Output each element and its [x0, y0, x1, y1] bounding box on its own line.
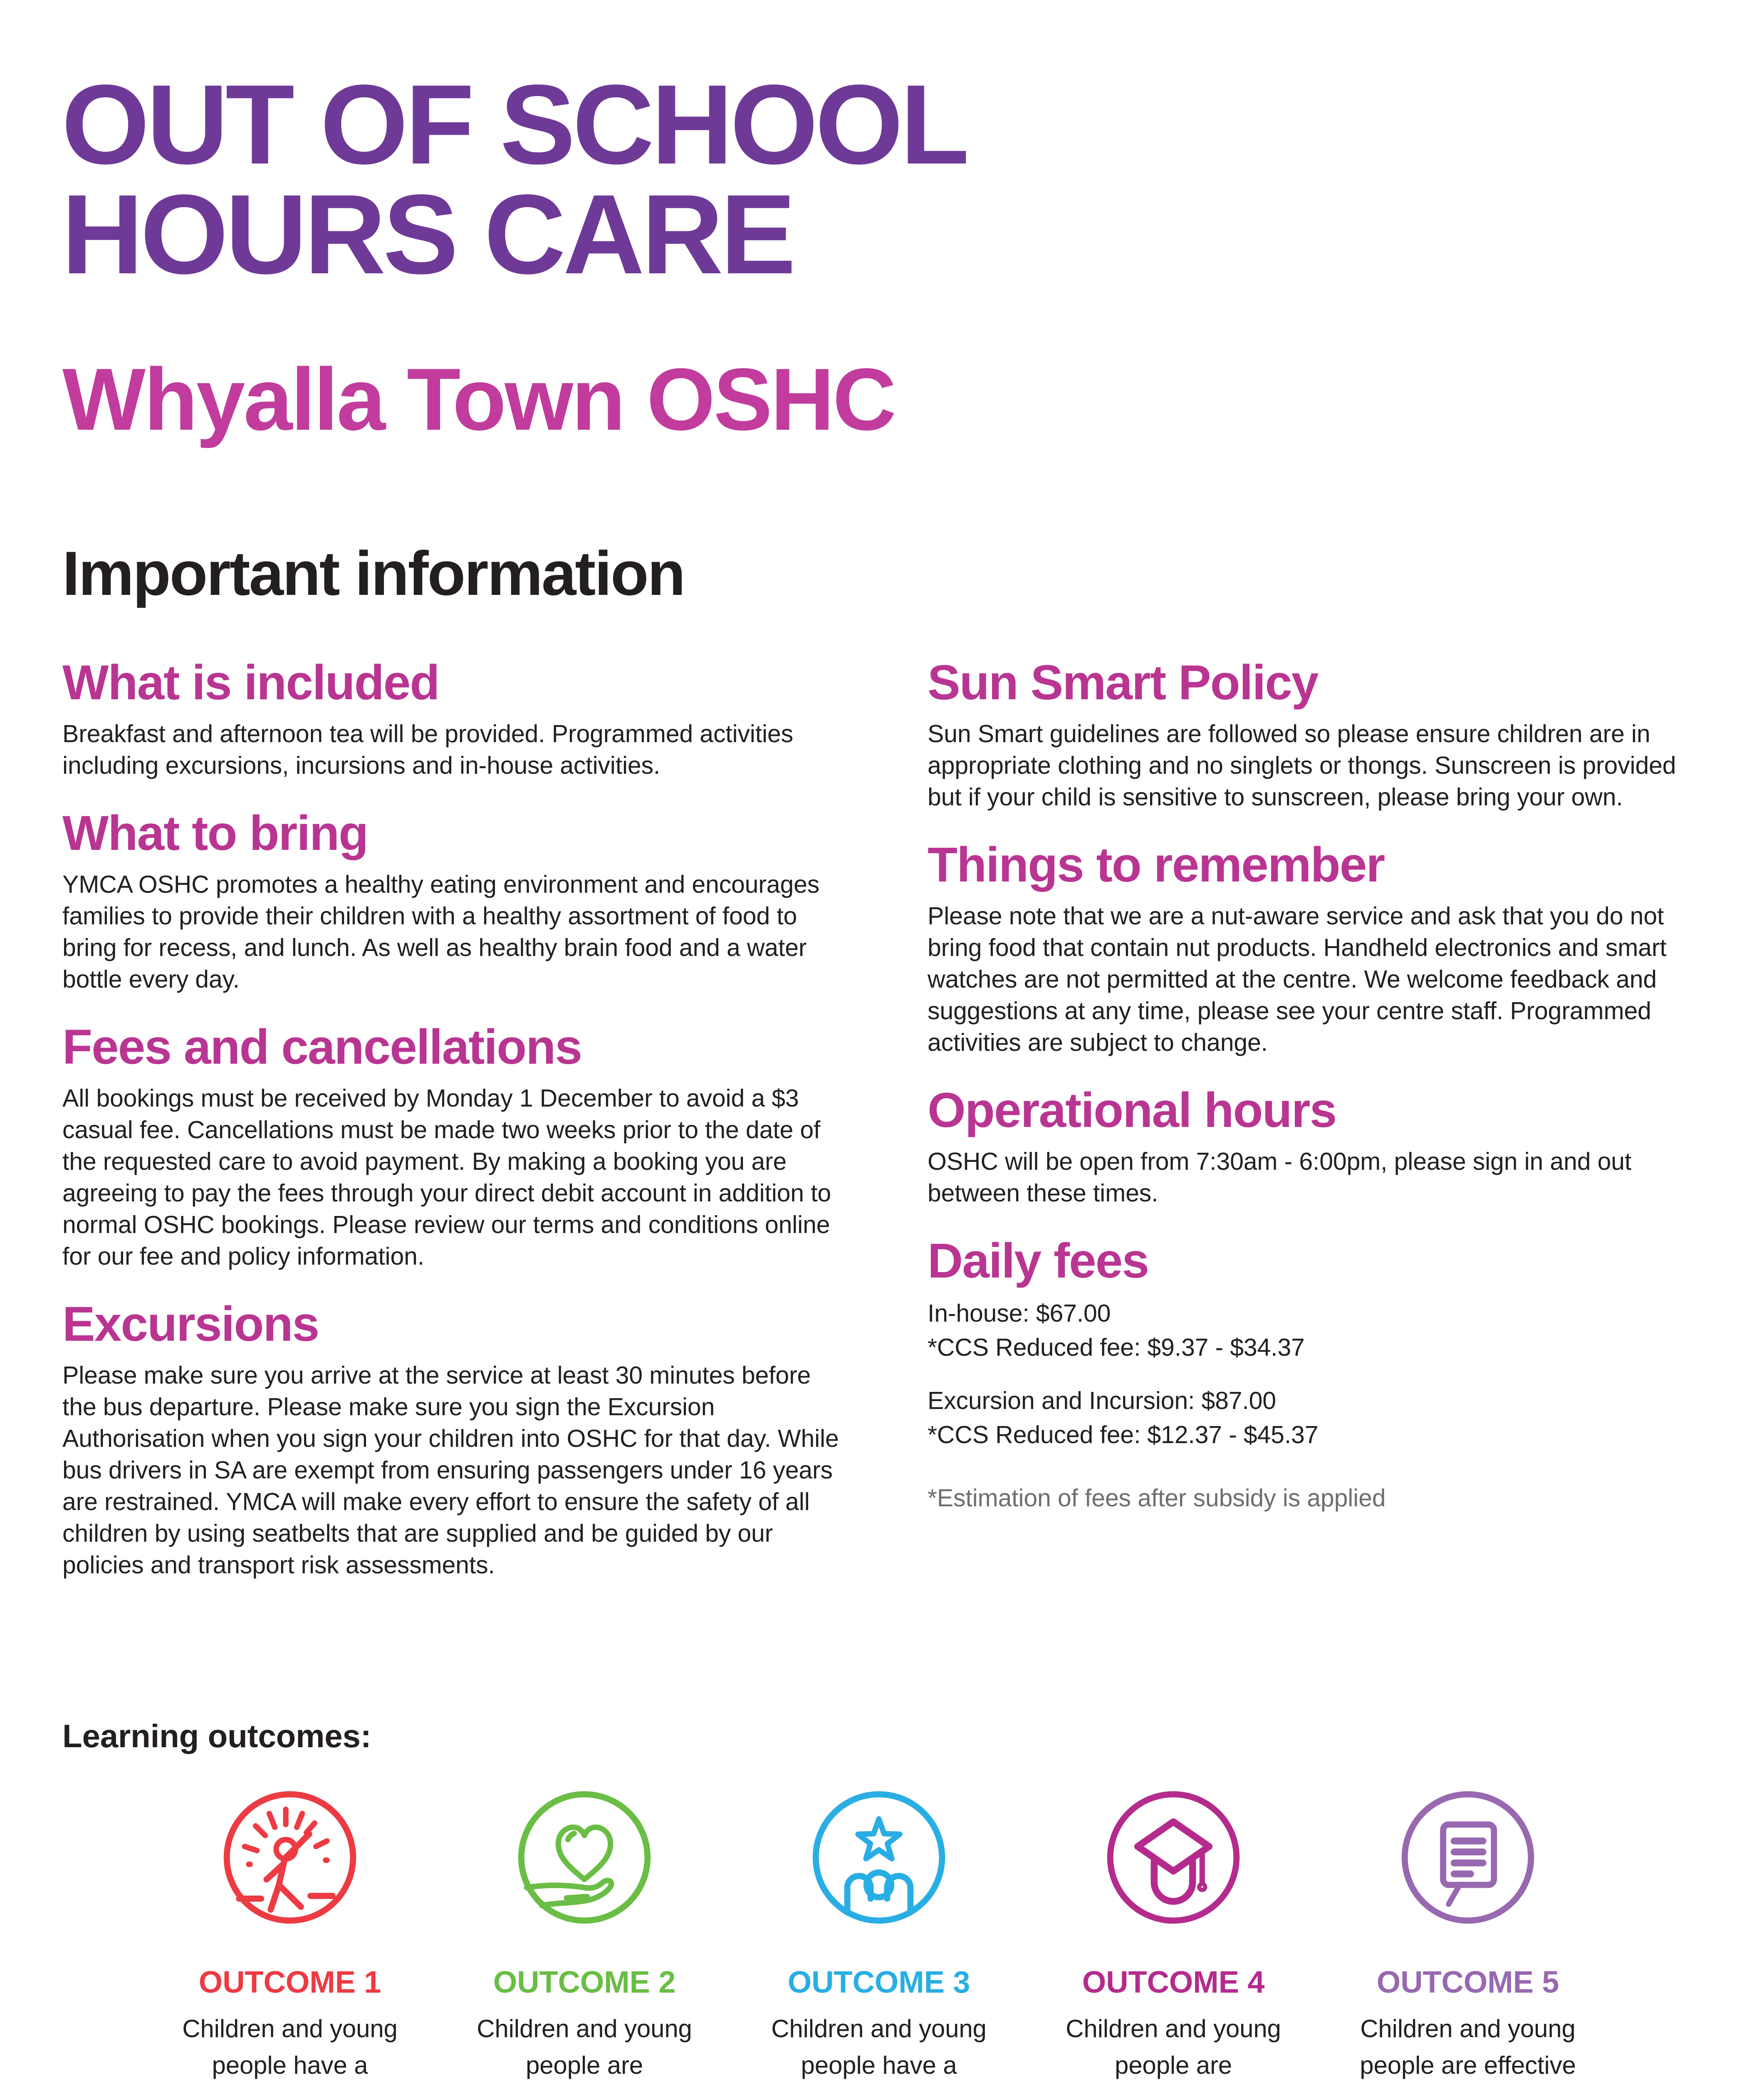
- star-person-icon: [810, 1789, 948, 1926]
- centre-name: Whyalla Town OSHC: [62, 350, 896, 448]
- page-title-line2: HOURS CARE: [62, 171, 796, 297]
- section-heading: What is included: [62, 655, 440, 710]
- section-fees-cancellations: Fees and cancellations All bookings must…: [62, 1019, 840, 1272]
- outcome-3: OUTCOME 3 Children and young people have…: [732, 1789, 1026, 2080]
- outcome-description: Children and young people have a strong …: [182, 2015, 398, 2079]
- section-body: Please note that we are a nut-aware serv…: [928, 902, 1667, 1056]
- outcome-description: Children and young people have a strong …: [771, 2015, 987, 2079]
- fee-line: *CCS Reduced fee: $12.37 - $45.37: [928, 1421, 1319, 1449]
- section-what-to-bring: What to bring YMCA OSHC promotes a healt…: [62, 805, 840, 995]
- outcome-label: OUTCOME 5: [1376, 1965, 1559, 1999]
- section-title: Important information: [62, 538, 685, 608]
- section-daily-fees: Daily fees In-house: $67.00 *CCS Reduced…: [928, 1233, 1705, 1515]
- fee-group-excursion: Excursion and Incursion: $87.00 *CCS Red…: [928, 1384, 1705, 1452]
- outcome-1: OUTCOME 1 Children and young people have…: [143, 1789, 437, 2080]
- learning-outcomes-label: Learning outcomes:: [62, 1718, 371, 1754]
- outcome-label: OUTCOME 4: [1082, 1965, 1265, 1999]
- section-heading: Fees and cancellations: [62, 1019, 582, 1075]
- page-title: OUT OF SCHOOL HOURS CARE: [62, 61, 970, 297]
- section-body: All bookings must be received by Monday …: [62, 1084, 831, 1270]
- outcome-label: OUTCOME 1: [198, 1965, 381, 1999]
- fee-subsidy-note: *Estimation of fees after subsidy is app…: [928, 1484, 1386, 1512]
- section-body: Sun Smart guidelines are followed so ple…: [928, 720, 1676, 811]
- section-heading: Things to remember: [928, 837, 1385, 892]
- learning-outcomes-row: OUTCOME 1 Children and young people have…: [143, 1789, 1615, 2080]
- fee-line: Excursion and Incursion: $87.00: [928, 1387, 1276, 1414]
- fee-group-in-house: In-house: $67.00 *CCS Reduced fee: $9.37…: [928, 1296, 1705, 1364]
- section-body: Breakfast and afternoon tea will be prov…: [62, 720, 793, 779]
- person-rays-icon: [221, 1789, 359, 1926]
- section-heading: Daily fees: [928, 1233, 1149, 1288]
- left-column: What is included Breakfast and afternoon…: [62, 657, 840, 1607]
- outcome-5: OUTCOME 5 Children and young people are …: [1321, 1789, 1615, 2080]
- fee-line: *CCS Reduced fee: $9.37 - $34.37: [928, 1333, 1305, 1361]
- page-title-line1: OUT OF SCHOOL: [62, 61, 970, 188]
- outcome-description: Children and young people are confident …: [1066, 2015, 1281, 2079]
- section-heading: Sun Smart Policy: [928, 655, 1319, 710]
- outcome-description: Children and young people are connected …: [477, 2015, 692, 2079]
- outcome-2: OUTCOME 2 Children and young people are …: [437, 1789, 732, 2080]
- heart-in-hand-icon: [516, 1789, 653, 1926]
- outcome-label: OUTCOME 3: [787, 1965, 970, 1999]
- section-what-is-included: What is included Breakfast and afternoon…: [62, 657, 840, 781]
- graduation-cap-icon: [1105, 1789, 1242, 1926]
- speech-bubble-icon: [1399, 1789, 1536, 1926]
- section-heading: Excursions: [62, 1296, 319, 1352]
- info-columns: What is included Breakfast and afternoon…: [62, 657, 1705, 1607]
- section-body: OSHC will be open from 7:30am - 6:00pm, …: [928, 1147, 1632, 1207]
- section-operational-hours: Operational hours OSHC will be open from…: [928, 1085, 1705, 1209]
- fee-line: In-house: $67.00: [928, 1299, 1111, 1327]
- right-column: Sun Smart Policy Sun Smart guidelines ar…: [928, 657, 1705, 1607]
- outcome-description: Children and young people are effective …: [1360, 2015, 1576, 2079]
- section-sun-smart-policy: Sun Smart Policy Sun Smart guidelines ar…: [928, 657, 1705, 813]
- outcome-4: OUTCOME 4 Children and young people are …: [1026, 1789, 1321, 2080]
- section-body: YMCA OSHC promotes a healthy eating envi…: [62, 870, 820, 993]
- outcome-label: OUTCOME 2: [493, 1965, 676, 1999]
- section-heading: Operational hours: [928, 1082, 1337, 1138]
- section-excursions: Excursions Please make sure you arrive a…: [62, 1296, 840, 1581]
- section-things-to-remember: Things to remember Please note that we a…: [928, 839, 1705, 1058]
- section-heading: What to bring: [62, 805, 369, 861]
- section-body: Please make sure you arrive at the servi…: [62, 1361, 839, 1579]
